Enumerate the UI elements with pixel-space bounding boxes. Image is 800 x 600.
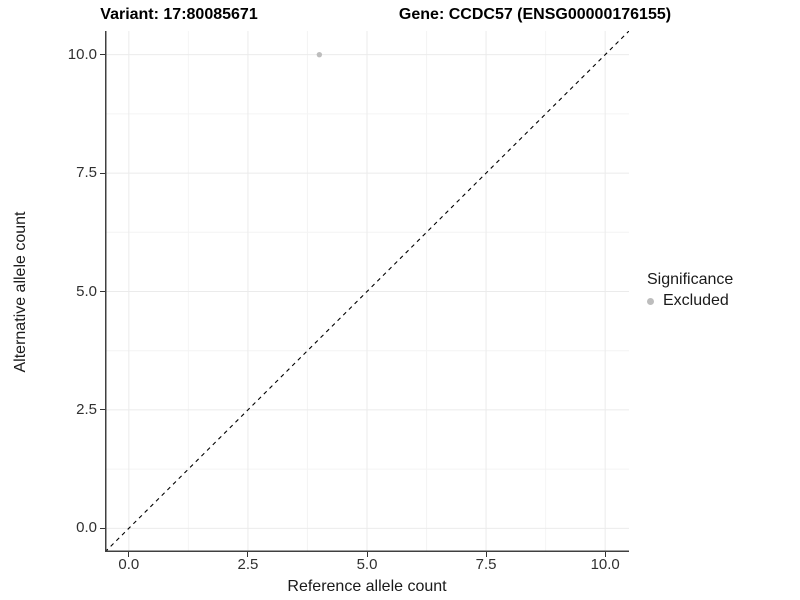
y-tick-mark [100,54,105,56]
y-tick-mark [100,291,105,292]
y-tick-mark [100,172,105,174]
legend-item-excluded: Excluded [647,292,733,310]
x-tick-label: 0.0 [118,556,140,573]
y-tick-label: 2.5 [76,400,97,418]
x-tick-label: 10.0 [590,556,620,573]
data-point [316,51,323,58]
x-tick-label: 7.5 [475,556,497,573]
x-tick-mark [485,552,487,557]
x-tick-label: 2.5 [237,556,259,573]
variant-title: Variant: 17:80085671 [100,6,258,23]
y-tick-mark [100,527,105,529]
legend-title: Significance [647,271,734,288]
y-tick-mark [100,409,105,411]
identity-dashed-line [105,31,629,552]
plot-canvas [105,31,629,552]
y-tick-label: 5.0 [76,282,97,300]
excluded-point-icon [647,297,654,305]
plot-panel [105,31,629,552]
x-tick-mark [604,552,606,557]
y-tick-label: 10.0 [67,45,97,63]
x-tick-mark [366,552,368,557]
gene-title: Gene: CCDC57 (ENSG00000176155) [398,6,672,23]
legend-item-label: Excluded [663,292,729,309]
x-tick-mark [128,552,130,557]
y-axis-title: Alternative allele count [12,211,29,373]
y-tick-label: 7.5 [76,164,97,182]
x-tick-mark [247,552,249,557]
y-tick-label: 0.0 [76,519,97,537]
legend: Significance Excluded [647,271,733,310]
x-tick-label: 5.0 [356,556,378,573]
x-axis-title: Reference allele count [287,578,447,595]
